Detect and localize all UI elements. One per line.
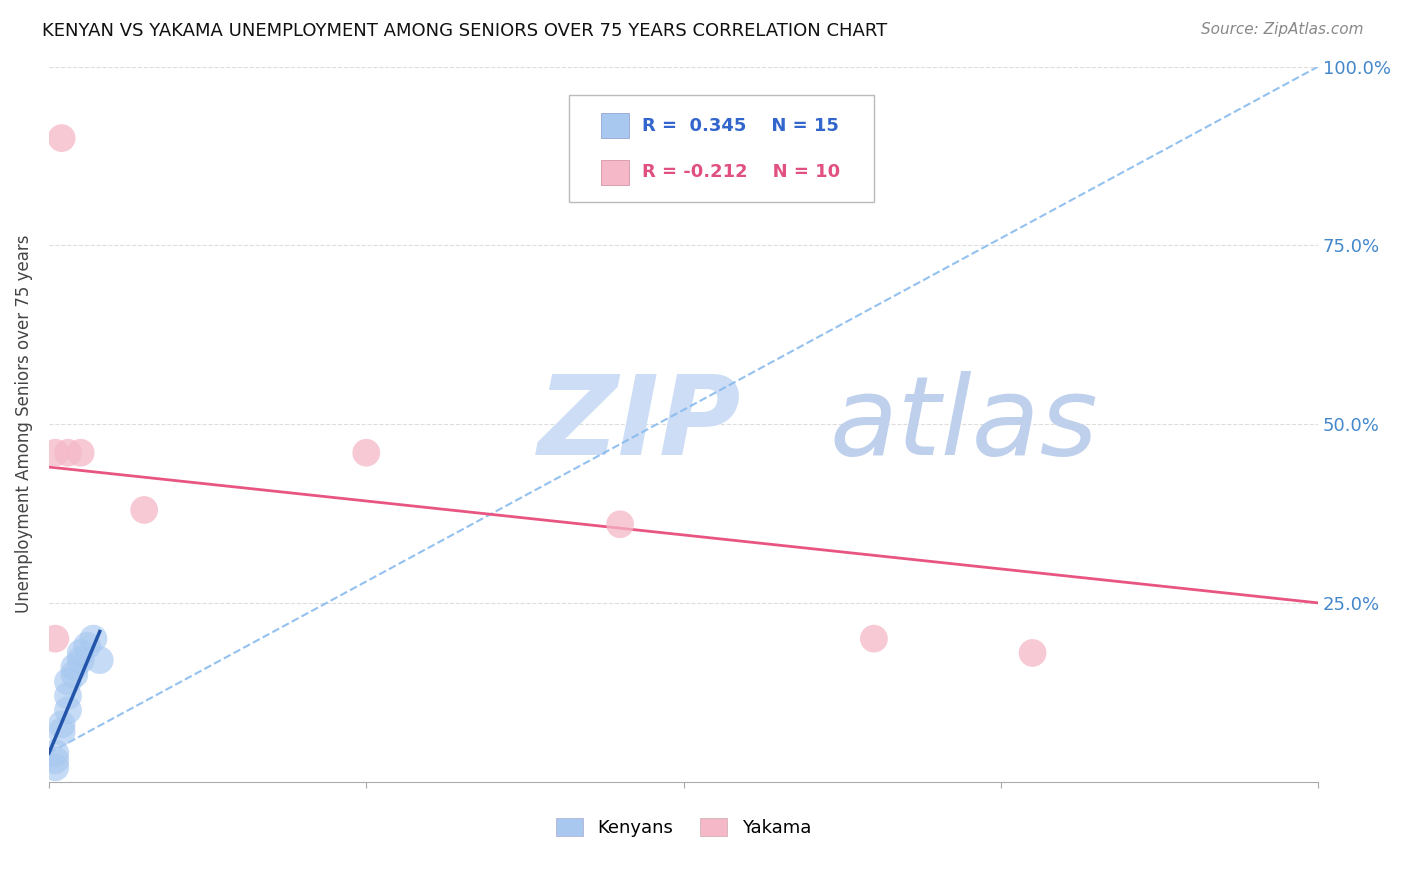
Text: atlas: atlas — [830, 371, 1098, 477]
Point — [863, 632, 886, 646]
Y-axis label: Unemployment Among Seniors over 75 years: Unemployment Among Seniors over 75 years — [15, 235, 32, 614]
Point — [44, 446, 66, 460]
Text: R = -0.212    N = 10: R = -0.212 N = 10 — [641, 163, 839, 181]
Point — [63, 667, 86, 681]
Point — [56, 689, 79, 703]
Point — [56, 446, 79, 460]
Point — [1021, 646, 1043, 660]
Text: KENYAN VS YAKAMA UNEMPLOYMENT AMONG SENIORS OVER 75 YEARS CORRELATION CHART: KENYAN VS YAKAMA UNEMPLOYMENT AMONG SENI… — [42, 22, 887, 40]
FancyBboxPatch shape — [569, 95, 875, 202]
Point — [51, 717, 73, 731]
Point — [356, 446, 378, 460]
Point — [89, 653, 111, 667]
Text: Source: ZipAtlas.com: Source: ZipAtlas.com — [1201, 22, 1364, 37]
Point — [82, 632, 104, 646]
Point — [609, 517, 631, 532]
Point — [63, 660, 86, 674]
Point — [56, 703, 79, 717]
Text: ZIP: ZIP — [537, 371, 741, 477]
Point — [44, 760, 66, 774]
Point — [44, 746, 66, 760]
Legend: Kenyans, Yakama: Kenyans, Yakama — [548, 810, 818, 844]
Point — [44, 632, 66, 646]
Point — [69, 653, 91, 667]
Bar — [600, 160, 628, 185]
Point — [44, 753, 66, 767]
Text: R =  0.345    N = 15: R = 0.345 N = 15 — [641, 117, 838, 135]
Point — [69, 446, 91, 460]
Point — [134, 503, 156, 517]
Point — [51, 724, 73, 739]
Point — [76, 639, 98, 653]
Bar — [600, 113, 628, 138]
Point — [69, 646, 91, 660]
Point — [51, 131, 73, 145]
Point — [56, 674, 79, 689]
